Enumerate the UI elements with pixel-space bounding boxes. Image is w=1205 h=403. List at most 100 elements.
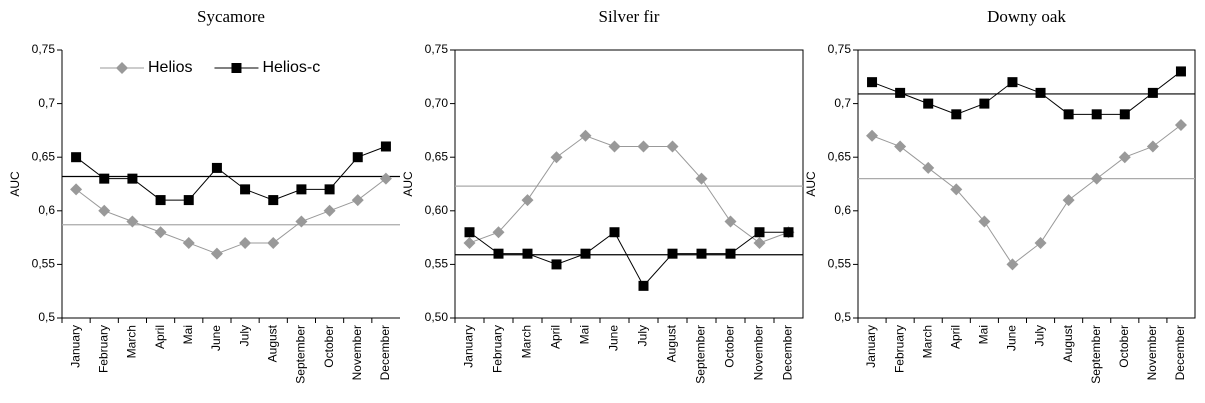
x-tick-label: March — [125, 325, 139, 358]
x-tick-label: March — [520, 325, 534, 358]
x-tick-label: July — [237, 325, 251, 346]
marker — [1063, 109, 1074, 120]
x-tick-label: Mai — [977, 325, 991, 344]
x-tick-label: Mai — [578, 325, 592, 344]
marker — [637, 140, 650, 153]
marker — [155, 195, 166, 206]
marker — [352, 152, 363, 163]
x-tick-label: January — [68, 325, 82, 368]
x-tick-label: July — [636, 325, 650, 346]
y-axis-label: AUC — [804, 171, 818, 197]
marker — [923, 98, 934, 109]
x-tick-label: June — [1005, 325, 1019, 351]
marker — [608, 140, 621, 153]
x-tick-label: February — [96, 325, 110, 373]
x-tick-label: December — [378, 325, 392, 380]
marker — [638, 280, 649, 291]
x-tick-label: January — [864, 325, 878, 368]
marker — [1006, 258, 1019, 271]
marker — [239, 236, 252, 249]
marker — [695, 172, 708, 185]
y-tick-label: 0,55 — [425, 257, 449, 271]
marker — [182, 236, 195, 249]
x-tick-label: Mai — [181, 325, 195, 344]
x-tick-label: September — [294, 325, 308, 384]
marker — [753, 236, 766, 249]
marker — [667, 248, 678, 259]
marker — [550, 151, 563, 164]
chart-title: Downy oak — [987, 7, 1066, 26]
x-tick-label: November — [350, 325, 364, 380]
x-tick-label: October — [322, 325, 336, 368]
x-tick-label: July — [1033, 325, 1047, 346]
marker — [1119, 109, 1130, 120]
marker — [609, 227, 620, 238]
y-tick-label: 0,7 — [38, 96, 55, 110]
marker — [268, 195, 279, 206]
marker — [323, 204, 336, 217]
x-tick-label: June — [209, 325, 223, 351]
x-tick-label: October — [1117, 325, 1131, 368]
y-tick-label: 0,50 — [425, 310, 449, 324]
marker — [522, 248, 533, 259]
marker — [98, 204, 111, 217]
legend-label: Helios-c — [262, 59, 320, 76]
x-tick-label: September — [1089, 325, 1103, 384]
x-tick-label: September — [694, 325, 708, 384]
marker — [70, 183, 83, 196]
x-tick-label: December — [1173, 325, 1187, 380]
legend-label: Helios — [148, 59, 192, 76]
marker — [267, 236, 280, 249]
series-line — [75, 178, 387, 255]
y-tick-label: 0,7 — [834, 96, 851, 110]
y-tick-label: 0,6 — [38, 203, 55, 217]
marker — [126, 215, 139, 228]
y-tick-label: 0,75 — [828, 42, 852, 56]
y-axis-label: AUC — [8, 171, 22, 197]
marker — [183, 195, 194, 206]
marker — [154, 226, 167, 239]
marker — [211, 162, 222, 173]
marker — [295, 215, 308, 228]
marker — [1007, 77, 1018, 88]
marker — [127, 173, 138, 184]
marker — [464, 227, 475, 238]
y-tick-label: 0,55 — [32, 257, 56, 271]
x-tick-label: April — [549, 325, 563, 349]
x-tick-label: November — [752, 325, 766, 380]
marker — [783, 227, 794, 238]
marker — [696, 248, 707, 259]
marker — [71, 152, 82, 163]
marker — [895, 87, 906, 98]
marker — [493, 248, 504, 259]
marker — [579, 129, 592, 142]
marker — [1174, 119, 1187, 132]
x-tick-label: March — [920, 325, 934, 358]
y-tick-label: 0,65 — [828, 149, 852, 163]
y-axis-label: AUC — [401, 171, 415, 197]
marker — [296, 184, 307, 195]
marker — [379, 172, 392, 185]
marker — [1062, 194, 1075, 207]
series-line — [469, 231, 789, 287]
marker — [867, 77, 878, 88]
x-tick-label: April — [948, 325, 962, 349]
marker — [866, 129, 879, 142]
x-tick-label: August — [665, 324, 679, 362]
y-tick-label: 0,60 — [425, 203, 449, 217]
y-tick-label: 0,70 — [425, 96, 449, 110]
x-tick-label: November — [1145, 325, 1159, 380]
legend-marker — [116, 62, 128, 74]
marker — [551, 259, 562, 270]
y-tick-label: 0,55 — [828, 257, 852, 271]
x-tick-label: April — [153, 325, 167, 349]
marker — [666, 140, 679, 153]
marker — [1146, 140, 1159, 153]
x-tick-label: February — [892, 325, 906, 373]
y-tick-label: 0,75 — [32, 42, 56, 56]
plot-frame — [857, 49, 1196, 319]
y-tick-label: 0,75 — [425, 42, 449, 56]
marker — [725, 248, 736, 259]
x-tick-label: August — [265, 324, 279, 362]
